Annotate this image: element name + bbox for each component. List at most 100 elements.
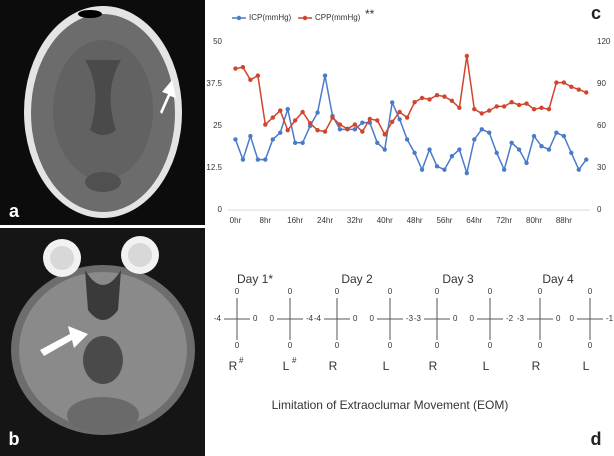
point	[382, 132, 387, 137]
panel-label: d	[591, 429, 602, 449]
point	[315, 110, 320, 115]
point	[255, 157, 261, 162]
y-tick-label: 37.5	[206, 79, 222, 88]
x-tick-label: 40hr	[377, 216, 393, 225]
eom-top: 0	[588, 287, 593, 296]
point	[539, 143, 544, 149]
point	[524, 101, 529, 106]
point	[546, 147, 552, 152]
eom-top: 0	[335, 287, 340, 296]
point	[322, 129, 328, 134]
point	[292, 140, 298, 145]
point	[419, 167, 425, 172]
point	[270, 115, 275, 120]
point	[464, 53, 470, 59]
point	[412, 100, 417, 105]
x-tick-label: 32hr	[347, 216, 363, 225]
eom-bottom: 0	[588, 341, 593, 350]
point	[539, 105, 544, 111]
point	[307, 121, 313, 126]
point	[576, 87, 582, 92]
eye-label: R	[229, 359, 238, 373]
legend-marker	[302, 15, 308, 21]
point	[524, 160, 529, 166]
x-tick-label: 24hr	[317, 216, 333, 225]
point	[248, 133, 253, 139]
eom-bottom: 0	[388, 341, 393, 350]
eom-caption: Limitation of Extraoclumar Movement (EOM…	[272, 398, 509, 412]
point	[315, 128, 320, 133]
point	[449, 154, 455, 159]
series-line	[235, 55, 587, 136]
point	[434, 164, 440, 169]
point	[255, 73, 261, 78]
eom-right: 0	[556, 314, 561, 323]
point	[516, 147, 522, 152]
series-line	[234, 75, 587, 176]
x-tick-label: 80hr	[526, 216, 542, 225]
y-tick-label: 12.5	[206, 163, 222, 172]
eom-left: -3	[517, 314, 525, 323]
point	[397, 117, 402, 122]
eom-right: 0	[253, 314, 258, 323]
point	[248, 77, 253, 83]
x-tick-label: 88hr	[556, 216, 572, 225]
panel-label: b	[9, 429, 20, 449]
point	[375, 118, 380, 123]
point	[278, 130, 283, 135]
point	[516, 102, 522, 108]
point	[501, 104, 507, 109]
eye-mark: #	[292, 356, 297, 365]
eom-bottom: 0	[288, 341, 293, 350]
point	[285, 128, 290, 133]
point	[442, 167, 447, 172]
x-tick-label: 16hr	[287, 216, 303, 225]
x-tick-label: 64hr	[466, 216, 482, 225]
point	[546, 107, 552, 112]
eye-label: L	[383, 359, 390, 373]
point	[337, 127, 343, 132]
point	[494, 150, 499, 156]
eom-left: 0	[470, 314, 475, 323]
point	[494, 104, 499, 109]
y-tick-label: 25	[213, 121, 222, 130]
point	[487, 108, 492, 113]
point	[337, 122, 343, 127]
point	[375, 140, 380, 145]
point	[487, 130, 492, 135]
point	[442, 94, 447, 99]
eom-left: 0	[370, 314, 375, 323]
eom-right: -2	[506, 314, 514, 323]
point	[554, 130, 559, 135]
eom-right: -4	[306, 314, 314, 323]
point	[561, 80, 567, 85]
point	[472, 137, 477, 142]
point	[419, 95, 425, 101]
eom-top: 0	[235, 287, 240, 296]
point	[300, 109, 305, 115]
eye-label: L	[583, 359, 590, 373]
point	[404, 137, 410, 142]
point	[263, 157, 268, 162]
mri-image	[0, 228, 205, 456]
eye-label: L	[483, 359, 490, 373]
point	[464, 170, 470, 176]
ct-image	[0, 0, 205, 225]
eom-top: 0	[538, 287, 543, 296]
y2-tick-label: 30	[597, 163, 606, 172]
eom-bottom: 0	[335, 341, 340, 350]
point	[233, 137, 238, 142]
point	[263, 122, 268, 127]
eom-top: 0	[435, 287, 440, 296]
point	[584, 90, 589, 95]
y-tick-label: 50	[213, 37, 222, 46]
legend-label: ICP(mmHg)	[249, 13, 292, 22]
x-tick-label: 56hr	[436, 216, 452, 225]
x-tick-label: 72hr	[496, 216, 512, 225]
point	[472, 107, 477, 112]
point	[397, 109, 402, 115]
point	[404, 115, 410, 120]
point	[352, 122, 358, 127]
point	[285, 107, 290, 112]
y2-tick-label: 60	[597, 121, 606, 130]
